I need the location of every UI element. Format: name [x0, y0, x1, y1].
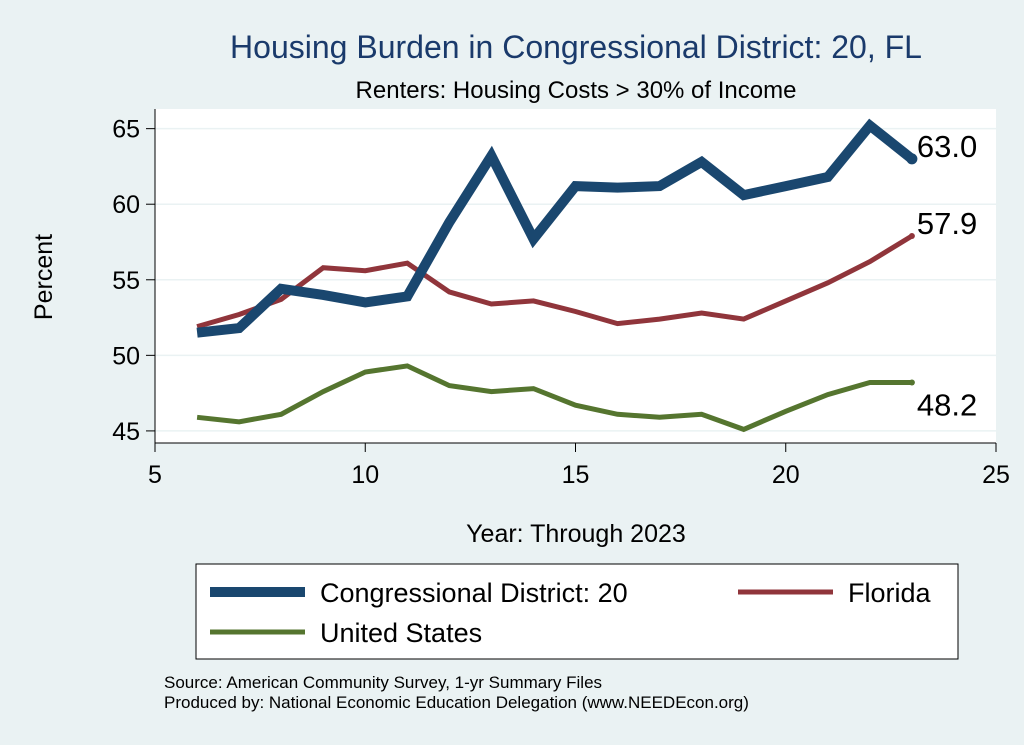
- grid-lines: [155, 127, 996, 432]
- producer-note: Produced by: National Economic Education…: [164, 693, 749, 712]
- x-tick-label-1: 10: [351, 461, 379, 489]
- series-line-0: [196, 118, 916, 338]
- x-tick-label-0: 5: [148, 461, 162, 489]
- y-axis-title: Percent: [30, 234, 58, 320]
- legend-label-0: Congressional District: 20: [320, 578, 628, 608]
- axes: 45 50 55 60 65 5 10 15 20 25: [112, 109, 1010, 489]
- end-label-0: 63.0: [917, 129, 977, 164]
- legend: Congressional District: 20 Florida United …: [195, 563, 959, 660]
- chart-subtitle: Renters: Housing Costs > 30% of Income: [356, 77, 797, 104]
- series-line-1: [196, 233, 914, 330]
- y-tick-label-4: 65: [112, 116, 140, 144]
- series-end-point-2: [908, 379, 915, 386]
- series-line-2: [196, 363, 912, 433]
- legend-label-1: Florida: [848, 578, 932, 608]
- series-end-point-1: [908, 232, 915, 239]
- source-note: Source: American Community Survey, 1-yr …: [164, 673, 602, 692]
- x-tick-label-2: 15: [562, 461, 590, 489]
- end-labels: 63.0 57.9 48.2: [917, 129, 977, 423]
- legend-box: [195, 563, 959, 660]
- y-tick-label-3: 60: [112, 191, 140, 219]
- legend-label-2: United States: [320, 618, 482, 648]
- x-tick-label-4: 25: [982, 461, 1010, 489]
- chart-title: Housing Burden in Congressional District…: [230, 29, 922, 65]
- series-lines: [196, 118, 918, 433]
- y-tick-label-2: 55: [112, 267, 140, 295]
- end-label-2: 48.2: [917, 388, 977, 423]
- end-label-1: 57.9: [917, 206, 977, 241]
- y-tick-label-0: 45: [112, 418, 140, 446]
- x-tick-label-3: 20: [772, 461, 800, 489]
- plot-area: [155, 109, 996, 443]
- x-axis-title: Year: Through 2023: [466, 520, 686, 548]
- series-end-point-0: [906, 153, 918, 165]
- y-tick-label-1: 50: [112, 342, 140, 370]
